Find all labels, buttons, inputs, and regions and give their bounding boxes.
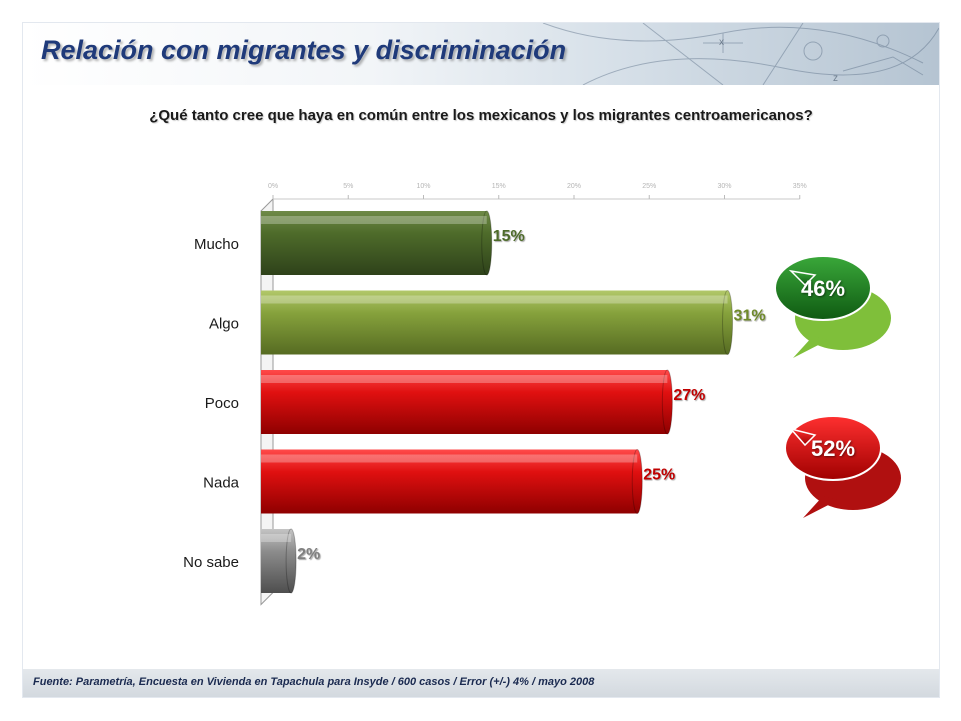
x-tick-label: 20%: [567, 183, 581, 190]
header-decoration: x z: [542, 23, 939, 85]
x-tick-label: 30%: [717, 183, 731, 190]
bubble-label: 46%: [801, 276, 845, 301]
category-label: Mucho: [194, 236, 239, 253]
bubble-front: [784, 415, 882, 481]
value-label: 31%: [734, 308, 766, 325]
x-tick-label: 35%: [793, 183, 807, 190]
bar-highlight: [261, 295, 728, 304]
bar-mucho: [261, 211, 487, 275]
x-tick-label: 5%: [343, 183, 353, 190]
bar-chart: 0% 5% 10% 15% 20% 25% 30% 35% Mucho 15% Algo 31% Po…: [183, 183, 901, 606]
bar-poco: [261, 370, 668, 434]
bar-highlight: [261, 375, 668, 383]
footer-bar: Fuente: Parametría, Encuesta en Vivienda…: [23, 669, 939, 697]
category-label: Algo: [209, 316, 239, 333]
value-label: 15%: [493, 228, 525, 245]
chart-bars: Mucho 15% Algo 31% Poco 27% Nada 25% No sabe 2%: [183, 210, 766, 594]
source-note: Fuente: Parametría, Encuesta en Vivienda…: [33, 676, 595, 688]
value-label: 27%: [673, 387, 705, 404]
x-tick-label: 10%: [416, 183, 430, 190]
bar-cap: [661, 369, 673, 435]
category-label: No sabe: [183, 554, 239, 571]
callout-bubble: 46%: [774, 255, 891, 358]
chart-annotations: 46% 52%: [774, 255, 901, 518]
bar-group: Mucho 15%: [194, 210, 525, 276]
category-label: Poco: [205, 395, 239, 412]
x-tick-label: 25%: [642, 183, 656, 190]
bubble-back-tail: [803, 496, 838, 518]
bar-nada: [261, 449, 638, 514]
bar-cap: [631, 449, 643, 514]
bubble-tail: [788, 427, 817, 447]
bar-group: Poco 27%: [205, 369, 705, 435]
svg-text:z: z: [833, 73, 838, 84]
bubble-label: 52%: [811, 436, 855, 461]
bar-cap: [722, 290, 734, 355]
bar-group: Nada 25%: [203, 449, 675, 514]
value-label: 25%: [643, 467, 675, 484]
bar-highlight: [261, 216, 487, 224]
page-title: Relación con migrantes y discriminación: [41, 35, 567, 65]
bar-cap: [285, 528, 297, 594]
bar-highlight: [261, 534, 292, 542]
bar-cap: [481, 210, 493, 276]
bar-group: Algo 31%: [209, 290, 766, 355]
x-tick-label: 15%: [492, 183, 506, 190]
chart-question: ¿Qué tanto cree que haya en común entre …: [149, 107, 813, 124]
bar-no-sabe: [261, 529, 292, 593]
x-tick-label: 0%: [268, 183, 278, 190]
bubble-back-tail: [793, 336, 828, 358]
slide: x z Relación con migrantes y discriminac…: [22, 22, 940, 698]
svg-text:x: x: [719, 37, 724, 48]
category-label: Nada: [203, 475, 240, 492]
callout-bubble: 52%: [784, 415, 901, 518]
bar-group: No sabe 2%: [183, 528, 320, 594]
header-banner: x z Relación con migrantes y discriminac…: [23, 23, 939, 85]
bubble-tail: [788, 269, 817, 287]
value-label: 2%: [297, 546, 320, 563]
bar-highlight: [261, 454, 638, 463]
bar-algo: [261, 290, 728, 355]
